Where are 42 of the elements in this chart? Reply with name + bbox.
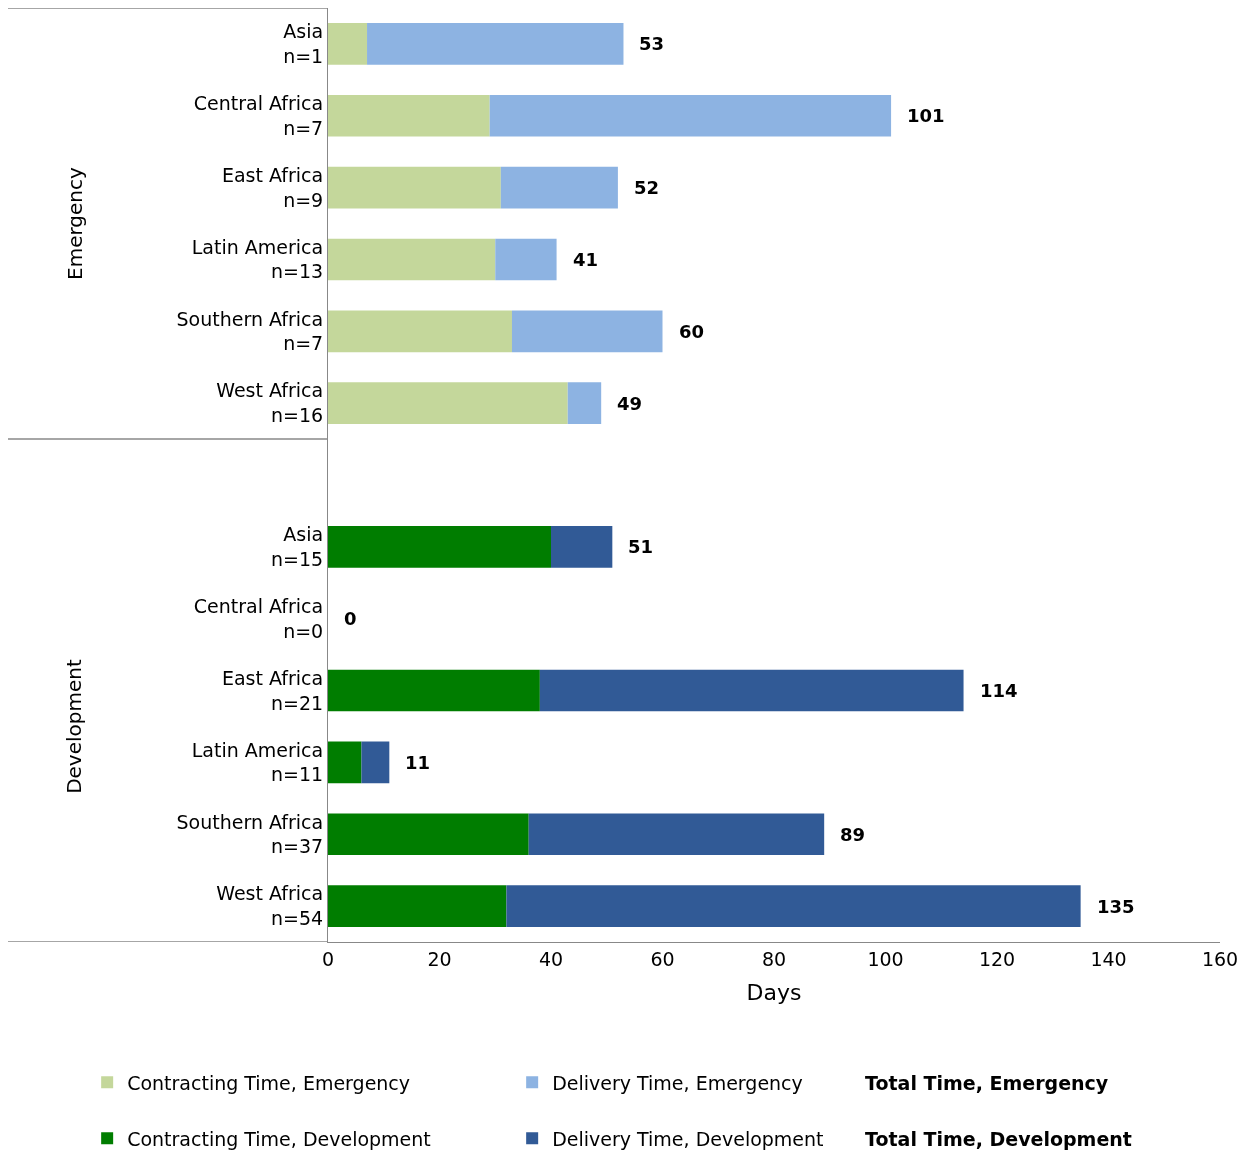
- total-label: 89: [840, 824, 866, 845]
- total-label: 53: [639, 33, 665, 54]
- y-tick-label: West Africa n=54: [216, 882, 324, 930]
- total-label: 51: [628, 536, 654, 557]
- x-tick-label: 120: [978, 947, 1016, 970]
- total-label: 49: [617, 393, 643, 414]
- legend-label: Delivery Time, Emergency: [552, 1071, 803, 1094]
- text: Development: [61, 659, 86, 794]
- x-tick-label: 0: [321, 947, 335, 970]
- total-label: 101: [907, 105, 945, 126]
- legend-label: Delivery Time, Development: [552, 1127, 824, 1150]
- y-tick-label: Central Africa n=0: [193, 594, 324, 642]
- y-tick-label: Asia n=1: [283, 20, 324, 67]
- y-tick-label: East Africa n=9: [221, 163, 324, 211]
- total-label: 52: [634, 177, 660, 198]
- y-tick-label: Central Africa n=7: [193, 92, 324, 139]
- total-label: 0: [344, 608, 357, 629]
- y-tick-label: Southern Africa n=7: [176, 307, 324, 355]
- total-label: 135: [1097, 896, 1135, 917]
- text: Emergency: [62, 166, 87, 280]
- x-tick-label: 160: [1201, 947, 1239, 970]
- y-tick-label: Southern Africa n=37: [176, 810, 324, 858]
- text: Total Time, Emergency: [865, 1072, 1109, 1094]
- x-axis-title: Days: [746, 979, 802, 1005]
- y-tick-label: East Africa n=21: [221, 666, 324, 714]
- x-tick-label: 140: [1090, 947, 1127, 970]
- y-tick-label: Latin America n=11: [191, 738, 324, 786]
- x-tick-label: 80: [761, 947, 787, 970]
- x-tick-label: 40: [538, 947, 564, 970]
- y-tick-label: West Africa n=16: [216, 379, 324, 427]
- total-label: 11: [405, 752, 431, 773]
- x-tick-label: 100: [867, 947, 904, 970]
- text: Total Time, Development: [865, 1128, 1132, 1150]
- total-label: 41: [573, 249, 599, 270]
- legend-label: Contracting Time, Emergency: [127, 1071, 411, 1094]
- x-tick-label: 60: [650, 947, 675, 970]
- total-label: 114: [980, 680, 1018, 701]
- legend-label: Contracting Time, Development: [127, 1127, 431, 1150]
- y-tick-label: Asia n=15: [271, 523, 324, 570]
- y-tick-label: Latin America n=13: [191, 235, 324, 283]
- x-tick-label: 20: [427, 947, 452, 970]
- total-label: 60: [679, 321, 705, 342]
